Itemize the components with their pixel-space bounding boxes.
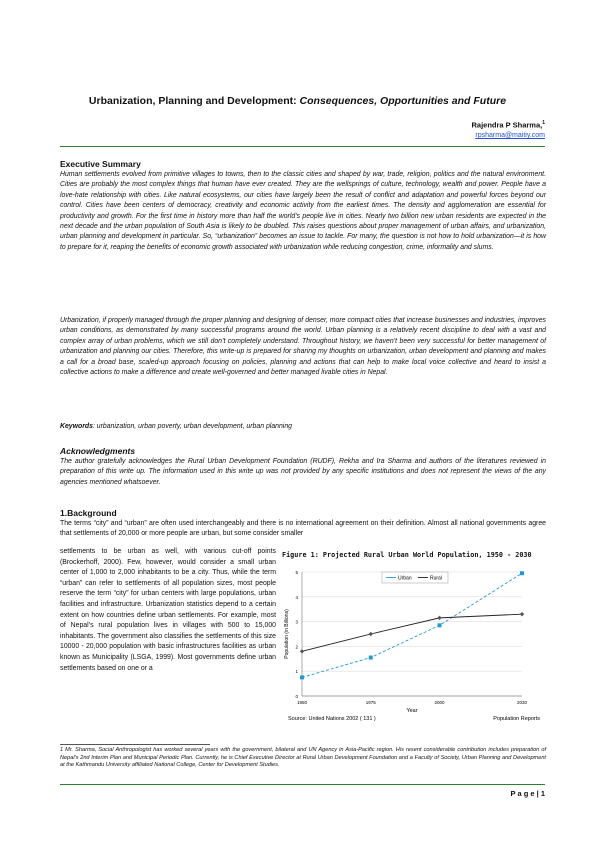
footnote-rule: [60, 744, 210, 745]
data-point-urban: [300, 675, 304, 680]
footer-rule: [60, 784, 545, 785]
title-italic: Consequences, Opportunities and Future: [299, 95, 507, 107]
exec-summary-para-2: Urbanization, if properly managed throug…: [60, 317, 546, 377]
series-line-urban: [301, 572, 523, 678]
page-number: P a g e | 1: [510, 789, 545, 798]
y-tick-label: 2: [295, 644, 298, 649]
x-axis-label: Year: [406, 708, 417, 714]
exec-summary-heading: Executive Summary: [60, 159, 141, 169]
author-email-link[interactable]: rpsharma@maitiy.com: [475, 132, 545, 139]
y-tick-label: 4: [295, 595, 298, 600]
author-name: Rajendra P Sharma,1: [471, 120, 545, 130]
acknowledgments-para: The author gratefully acknowledges the R…: [60, 458, 546, 486]
chart-marks: Urban Rural: [299, 571, 525, 680]
document-title: Urbanization, Planning and Development: …: [0, 95, 595, 107]
title-main: Urbanization, Planning and Development:: [88, 95, 300, 107]
data-point-urban: [437, 623, 442, 628]
keywords-text: : urbanization, urban poverty, urban dev…: [92, 423, 293, 430]
data-point-rural: [368, 631, 373, 637]
data-point-rural: [437, 615, 442, 621]
series-line-rural: [301, 613, 523, 652]
legend-label-urban: Urban: [398, 576, 412, 582]
x-tick-label: 1950: [297, 700, 308, 705]
data-point-urban: [520, 571, 524, 576]
y-tick-label: 3: [295, 620, 298, 625]
y-tick-label: 0: [295, 694, 298, 699]
keywords: Keywords: urbanization, urban poverty, u…: [60, 422, 546, 432]
x-tick-label: 1975: [366, 700, 377, 705]
chart-source: Source: United Nations 2002 ( 131 ): [288, 716, 376, 722]
population-chart: 0 1 2 3 4 5 1950 1975 2000 2030 Year Population (in…: [284, 570, 540, 722]
data-point-rural: [519, 611, 525, 617]
chart-axes: 0 1 2 3 4 5 1950 1975 2000 2030 Year Population (in…: [284, 570, 540, 722]
legend-box: [381, 571, 449, 584]
x-tick-label: 2000: [434, 700, 445, 705]
y-tick-label: 1: [295, 669, 298, 674]
chart-legend: Urban Rural: [381, 571, 449, 584]
exec-summary-para-1: Human settlements evolved from primitive…: [60, 171, 546, 251]
header-rule: [60, 146, 545, 147]
x-tick-label: 2030: [517, 700, 528, 705]
footnote-marker: 1: [542, 120, 545, 126]
background-para-intro: The terms “city” and “urban” are often u…: [60, 520, 546, 538]
footnote: 1 Mr. Sharma, Social Anthropologist has …: [60, 747, 546, 768]
data-point-rural: [299, 649, 305, 654]
legend-label-rural: Rural: [430, 576, 442, 582]
y-tick-label: 5: [295, 570, 298, 575]
figure-title: Figure 1: Projected Rural Urban World Po…: [282, 551, 532, 559]
author-text: Rajendra P Sharma,: [471, 120, 543, 130]
chart-source-right: Population Reports: [493, 716, 540, 722]
acknowledgments-heading: Acknowledgments: [60, 446, 136, 456]
data-point-urban: [368, 655, 373, 660]
y-axis-label: Population (in Billions): [284, 609, 290, 659]
background-heading: 1.Background: [60, 508, 117, 518]
background-para-left-column: settlements to be urban as well, with va…: [60, 548, 276, 672]
keywords-label: Keywords: [60, 423, 93, 430]
